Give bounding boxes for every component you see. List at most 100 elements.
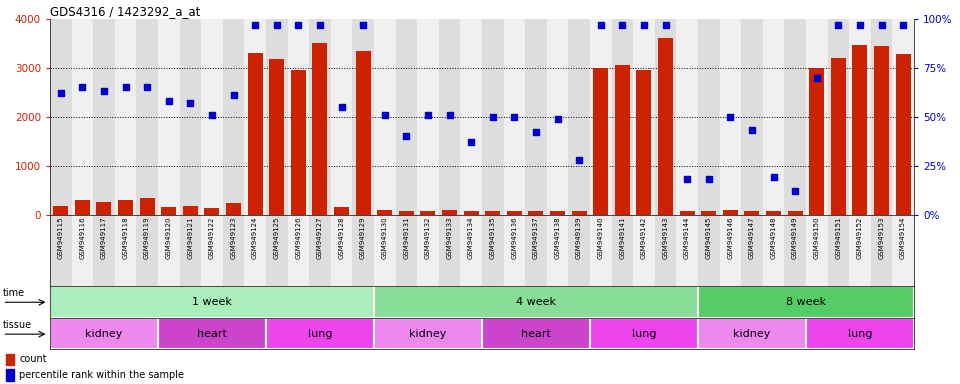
Point [723,114,738,120]
Bar [830,58,846,215]
Bar [806,215,828,286]
Bar [874,46,889,215]
Bar [312,43,327,215]
Text: GSM949137: GSM949137 [533,217,539,260]
Bar [676,19,698,215]
Bar [698,215,720,286]
Point [658,22,673,28]
Bar [115,215,136,286]
Bar [589,318,698,349]
Text: GSM949123: GSM949123 [230,217,236,259]
Bar [655,19,676,215]
Bar [71,215,93,286]
Point [269,22,284,28]
Text: tissue: tissue [3,319,32,329]
Bar [723,210,738,215]
Text: GSM949116: GSM949116 [80,217,85,260]
Text: lung: lung [848,328,873,339]
Point [334,104,349,110]
Text: GSM949121: GSM949121 [187,217,193,259]
Text: heart: heart [197,328,227,339]
Bar [464,211,479,215]
Bar [202,215,223,286]
Text: time: time [3,288,25,298]
Text: count: count [19,354,47,364]
Bar [482,19,504,215]
Point [874,22,889,28]
Text: heart: heart [521,328,551,339]
Text: GSM949146: GSM949146 [728,217,733,259]
Bar [352,215,374,286]
Bar [96,202,111,215]
Text: kidney: kidney [85,328,123,339]
Bar [226,204,241,215]
Bar [377,210,393,215]
Bar [568,215,589,286]
Bar [655,215,676,286]
Point [896,22,911,28]
Bar [180,19,201,215]
Bar [485,211,500,215]
Text: GSM949119: GSM949119 [144,217,150,260]
Bar [334,207,349,215]
Point [312,22,327,28]
Bar [741,19,763,215]
Point [593,22,609,28]
Bar [503,19,525,215]
Text: GSM949149: GSM949149 [792,217,798,259]
Bar [439,19,461,215]
Point [614,22,630,28]
Bar [852,45,868,215]
Bar [698,19,720,215]
Point [182,100,198,106]
Bar [809,68,825,215]
Bar [396,19,417,215]
Point [420,112,436,118]
Bar [266,19,288,215]
Bar [589,19,612,215]
Text: GSM949152: GSM949152 [857,217,863,259]
Text: GSM949125: GSM949125 [274,217,279,259]
Point [139,84,155,91]
Bar [6,354,14,365]
Text: GSM949150: GSM949150 [814,217,820,259]
Bar [701,211,716,215]
Bar [114,19,136,215]
Text: GSM949138: GSM949138 [555,217,561,260]
Bar [720,215,741,286]
Text: kidney: kidney [409,328,446,339]
Text: GSM949132: GSM949132 [425,217,431,259]
Text: GSM949133: GSM949133 [446,217,452,260]
Bar [157,19,180,215]
Point [550,116,565,122]
Text: GSM949120: GSM949120 [166,217,172,259]
Bar [355,51,371,215]
Text: GSM949128: GSM949128 [339,217,345,259]
Point [248,22,263,28]
Bar [136,215,157,286]
Bar [223,215,244,286]
Bar [850,19,871,215]
Bar [374,19,396,215]
Bar [223,19,244,215]
Bar [93,215,115,286]
Bar [593,68,609,215]
Bar [720,19,741,215]
Bar [568,19,589,215]
Bar [157,215,180,286]
Bar [893,19,914,215]
Bar [182,206,198,215]
Bar [50,318,157,349]
Bar [482,318,589,349]
Bar [636,70,652,215]
Point [809,74,825,81]
Bar [248,53,263,215]
Bar [762,215,784,286]
Bar [417,215,439,286]
Bar [204,208,220,215]
Bar [525,215,547,286]
Bar [93,19,115,215]
Bar [244,215,266,286]
Text: GSM949151: GSM949151 [835,217,841,259]
Bar [139,198,155,215]
